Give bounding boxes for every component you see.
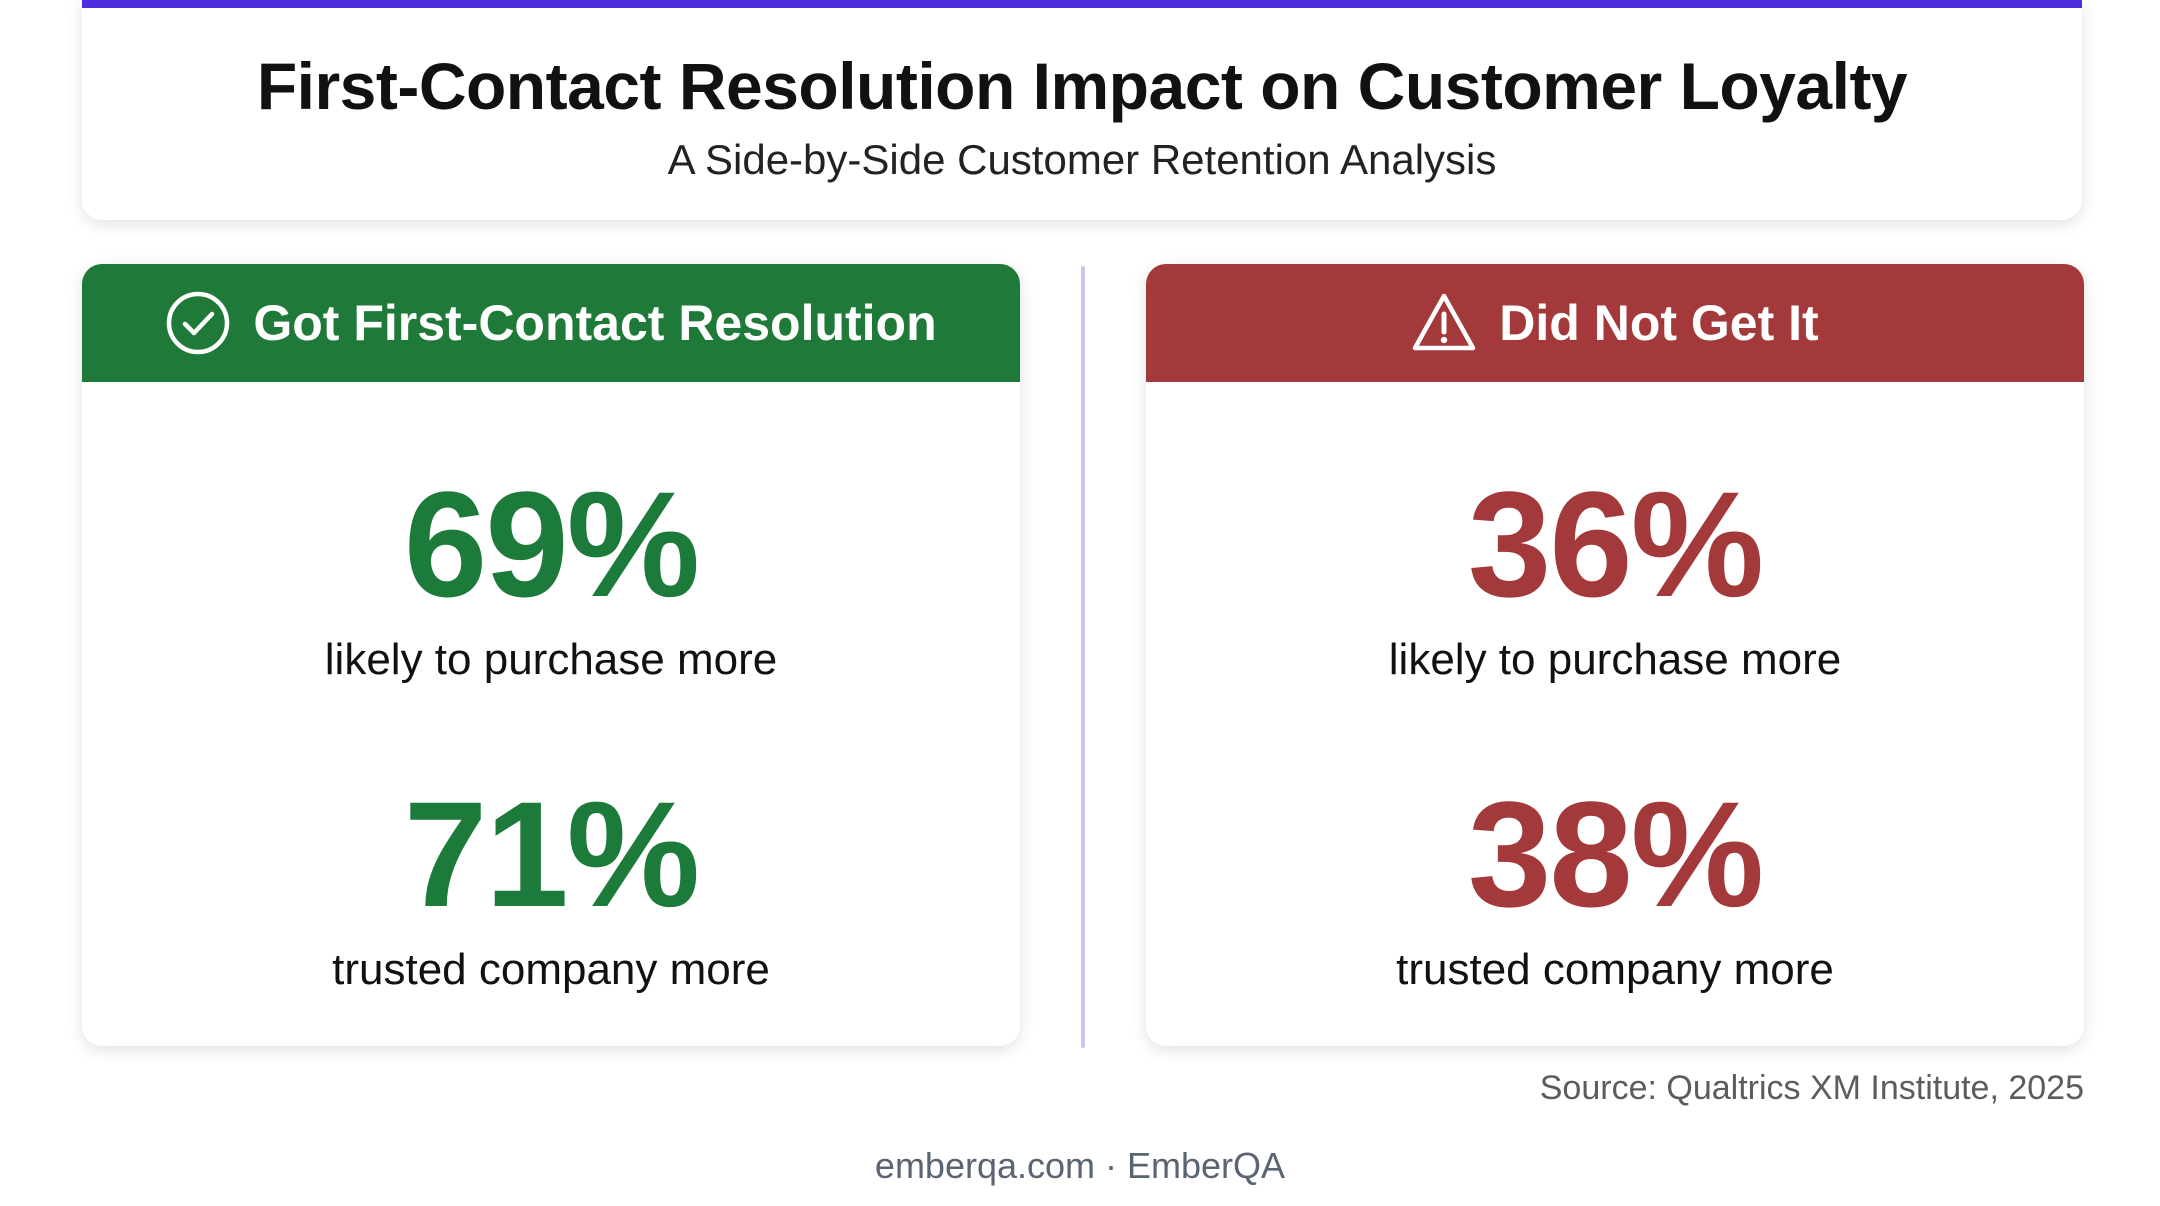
stat-label: likely to purchase more bbox=[324, 635, 778, 684]
accent-bar bbox=[82, 0, 2082, 8]
panel-header-got-resolution: Got First-Contact Resolution bbox=[82, 264, 1020, 382]
panel-header-did-not-get: Did Not Get It bbox=[1146, 264, 2084, 382]
stat-value: 38% bbox=[1467, 770, 1764, 938]
header-card: First-Contact Resolution Impact on Custo… bbox=[82, 0, 2082, 220]
panel-got-resolution: Got First-Contact Resolution 69% likely … bbox=[82, 264, 1020, 1046]
check-circle-icon bbox=[165, 290, 231, 356]
source-citation: Source: Qualtrics XM Institute, 2025 bbox=[1539, 1069, 2084, 1107]
stat-value: 71% bbox=[403, 770, 700, 938]
stat-value: 36% bbox=[1467, 460, 1764, 628]
stat-label: trusted company more bbox=[332, 945, 770, 994]
stat-purchase-more: 69% likely to purchase more bbox=[82, 464, 1020, 688]
panel-did-not-get: Did Not Get It 36% likely to purchase mo… bbox=[1146, 264, 2084, 1046]
panel-title: Got First-Contact Resolution bbox=[253, 295, 937, 351]
page-subtitle: A Side-by-Side Customer Retention Analys… bbox=[667, 136, 1497, 183]
stat-label: likely to purchase more bbox=[1388, 635, 1842, 684]
stat-trusted-more: 71% trusted company more bbox=[82, 774, 1020, 998]
stat-label: trusted company more bbox=[1396, 945, 1834, 994]
panel-divider bbox=[1081, 266, 1085, 1048]
stat-value: 69% bbox=[403, 460, 700, 628]
footer-credit: emberqa.com · EmberQA bbox=[874, 1145, 1286, 1186]
stat-purchase-more: 36% likely to purchase more bbox=[1146, 464, 2084, 688]
stat-trusted-more: 38% trusted company more bbox=[1146, 774, 2084, 998]
page-title: First-Contact Resolution Impact on Custo… bbox=[256, 49, 1908, 123]
warning-triangle-icon bbox=[1411, 290, 1477, 356]
panel-title: Did Not Get It bbox=[1499, 295, 1819, 351]
